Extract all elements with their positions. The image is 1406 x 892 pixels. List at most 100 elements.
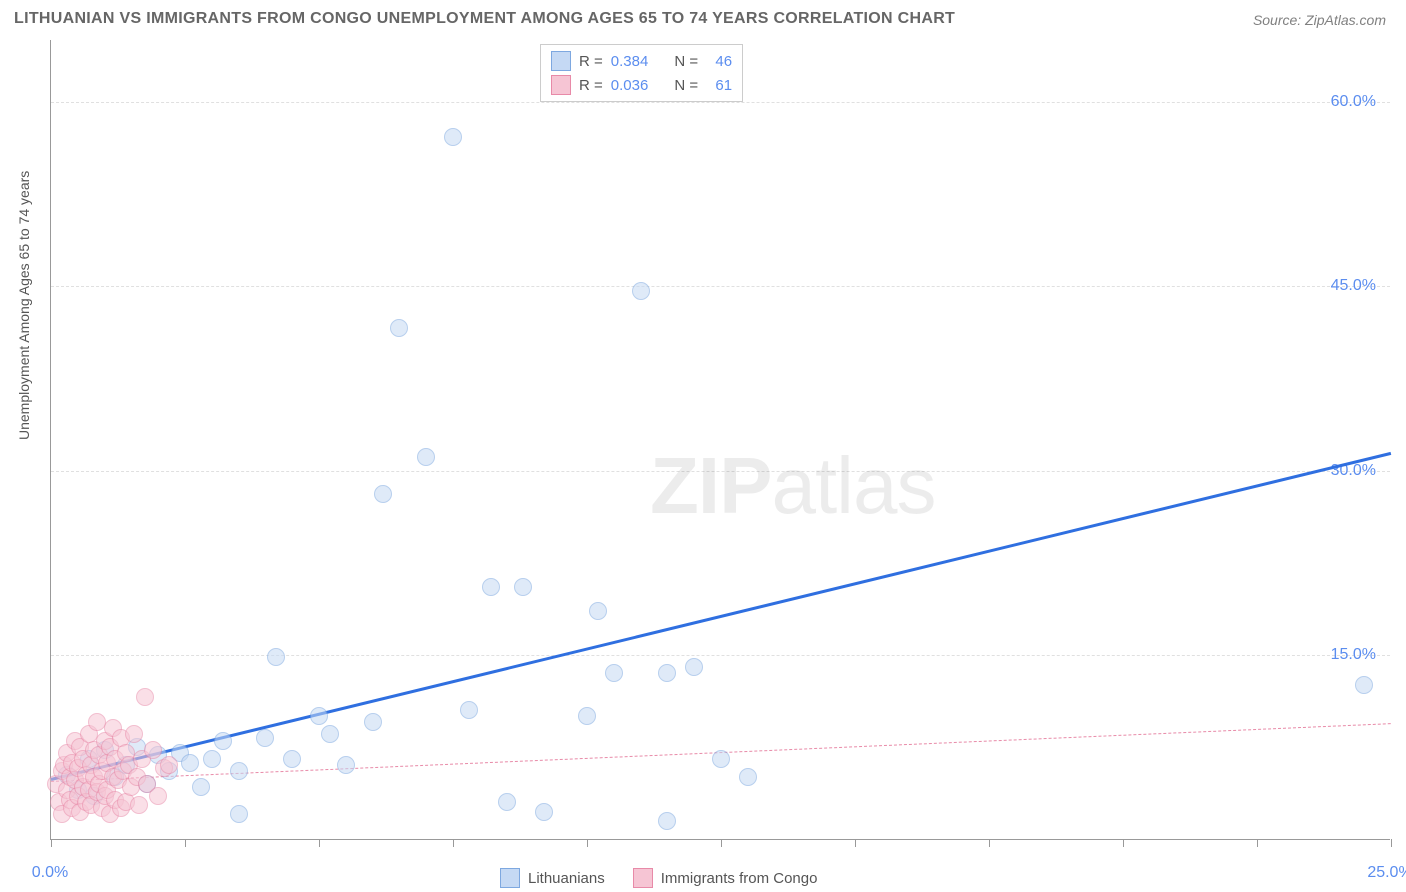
data-point (58, 781, 76, 799)
data-point (685, 658, 703, 676)
data-point (160, 762, 178, 780)
legend-n-value: 61 (706, 77, 732, 94)
data-point (61, 791, 79, 809)
data-point (90, 746, 108, 764)
data-point (80, 781, 98, 799)
y-axis-label: Unemployment Among Ages 65 to 74 years (16, 171, 32, 440)
data-point (1355, 676, 1373, 694)
data-point (66, 732, 84, 750)
data-point (149, 787, 167, 805)
data-point (117, 793, 135, 811)
data-point (63, 799, 81, 817)
x-tick (989, 839, 990, 847)
legend-n-value: 46 (706, 53, 732, 70)
legend-row: R = 0.384 N = 46 (551, 49, 732, 73)
x-tick-label: 0.0% (32, 864, 68, 882)
legend-series: LithuaniansImmigrants from Congo (500, 868, 817, 888)
data-point (130, 796, 148, 814)
data-point (80, 725, 98, 743)
data-point (155, 759, 173, 777)
data-point (658, 812, 676, 830)
legend-label: Lithuanians (528, 870, 605, 887)
legend-n-label: N = (674, 53, 698, 70)
gridline (51, 286, 1390, 287)
data-point (90, 775, 108, 793)
data-point (203, 750, 221, 768)
data-point (337, 756, 355, 774)
data-point (589, 602, 607, 620)
data-point (69, 781, 87, 799)
data-point (58, 744, 76, 762)
data-point (739, 768, 757, 786)
legend-correlation: R = 0.384 N = 46R = 0.036 N = 61 (540, 44, 743, 102)
data-point (71, 803, 89, 821)
data-point (55, 756, 73, 774)
data-point (498, 793, 516, 811)
data-point (605, 664, 623, 682)
legend-row: R =0.036N =61 (551, 73, 732, 97)
data-point (85, 741, 103, 759)
data-point (267, 648, 285, 666)
x-tick (721, 839, 722, 847)
data-point (535, 803, 553, 821)
data-point (88, 713, 106, 731)
data-point (85, 787, 103, 805)
data-point (96, 787, 114, 805)
data-point (374, 485, 392, 503)
data-point (96, 732, 114, 750)
legend-r-value: 0.384 (611, 53, 649, 70)
legend-item: Lithuanians (500, 868, 605, 888)
data-point (482, 578, 500, 596)
data-point (74, 750, 92, 768)
data-point (160, 756, 178, 774)
data-point (104, 719, 122, 737)
data-point (192, 778, 210, 796)
data-point (80, 750, 98, 768)
data-point (71, 738, 89, 756)
data-point (101, 805, 119, 823)
x-tick-label: 25.0% (1367, 864, 1406, 882)
plot-area: 15.0%30.0%45.0%60.0% (50, 40, 1390, 840)
data-point (417, 448, 435, 466)
data-point (321, 725, 339, 743)
legend-swatch (633, 868, 653, 888)
y-tick-label: 60.0% (1331, 93, 1376, 111)
data-point (128, 738, 146, 756)
data-point (658, 664, 676, 682)
data-point (63, 754, 81, 772)
legend-swatch (500, 868, 520, 888)
source-label: Source: ZipAtlas.com (1253, 12, 1386, 28)
data-point (256, 729, 274, 747)
data-point (283, 750, 301, 768)
data-point (460, 701, 478, 719)
chart-title: LITHUANIAN VS IMMIGRANTS FROM CONGO UNEM… (14, 10, 955, 28)
data-point (93, 799, 111, 817)
x-tick (453, 839, 454, 847)
legend-swatch (551, 75, 571, 95)
data-point (109, 771, 127, 789)
data-point (125, 725, 143, 743)
data-point (364, 713, 382, 731)
gridline (51, 471, 1390, 472)
data-point (390, 319, 408, 337)
data-point (53, 805, 71, 823)
gridline (51, 655, 1390, 656)
data-point (106, 791, 124, 809)
legend-n-label: N = (674, 77, 698, 94)
legend-swatch (551, 51, 571, 71)
legend-r-value: 0.036 (611, 77, 649, 94)
data-point (77, 793, 95, 811)
data-point (514, 578, 532, 596)
data-point (50, 793, 68, 811)
data-point (632, 282, 650, 300)
data-point (112, 799, 130, 817)
data-point (74, 778, 92, 796)
x-tick (51, 839, 52, 847)
data-point (112, 729, 130, 747)
data-point (136, 688, 154, 706)
legend-r-label: R = (579, 53, 603, 70)
data-point (578, 707, 596, 725)
data-point (230, 805, 248, 823)
data-point (88, 783, 106, 801)
data-point (82, 796, 100, 814)
